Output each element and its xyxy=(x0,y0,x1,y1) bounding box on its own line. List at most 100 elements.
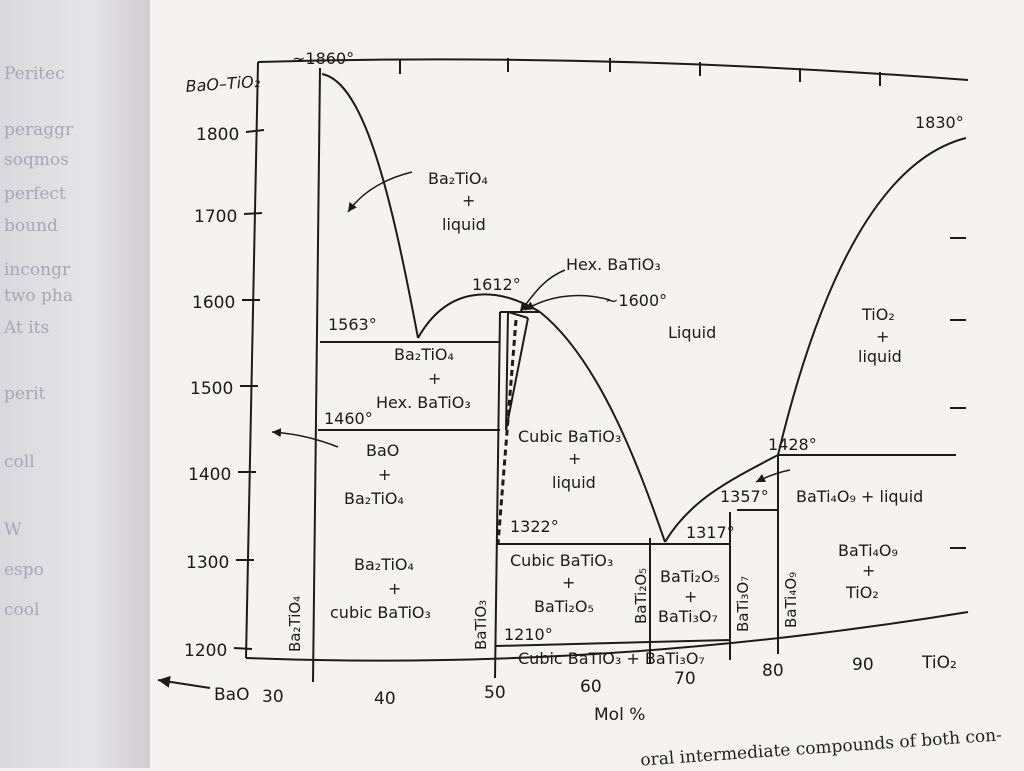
compound-bati4o9: BaTi₄O₉ xyxy=(782,572,800,628)
svg-text:BaTi₂O₅: BaTi₂O₅ xyxy=(534,597,594,616)
svg-text:+: + xyxy=(378,465,391,484)
left-page-fragment: bound xyxy=(4,216,58,236)
arrow-bao xyxy=(157,675,211,689)
y-tick-1300: 1300 xyxy=(186,553,229,573)
region-ba2tio4-liquid: Ba₂TiO₄ + liquid xyxy=(428,169,488,234)
svg-text:liquid: liquid xyxy=(552,473,596,492)
region-bao-ba2tio4: BaO + Ba₂TiO₄ xyxy=(344,441,404,508)
svg-text:+: + xyxy=(462,191,475,210)
region-hex-batio3: Hex. BaTiO₃ xyxy=(566,255,661,274)
left-page-edge: Peritec peraggr soqmos perfect bound inc… xyxy=(0,0,150,768)
ba2tio4-line xyxy=(312,67,321,683)
temp-1317: 1317° xyxy=(686,523,735,542)
liquidus-bati4o9 xyxy=(664,454,779,543)
frame-bottom-line xyxy=(245,611,969,662)
left-page-fragment: Peritec xyxy=(4,64,65,84)
region-cubic-bati3o7: Cubic BaTiO₃ + BaTi₃O₇ xyxy=(518,649,705,668)
left-page-fragment: perit xyxy=(4,384,46,404)
region-ba2tio4-cubic: Ba₂TiO₄ + cubic BaTiO₃ xyxy=(330,555,431,622)
svg-text:BaTi₄O₉: BaTi₄O₉ xyxy=(838,541,898,560)
temp-1428: 1428° xyxy=(768,435,817,454)
svg-text:+: + xyxy=(562,573,575,592)
x-tick-30: 30 xyxy=(262,687,284,707)
left-page-fragment: W xyxy=(4,520,22,540)
top-ticks xyxy=(399,58,881,86)
hex-cubic-wedge xyxy=(500,311,540,431)
y-tick-1400: 1400 xyxy=(188,465,231,485)
y-tick-1500: 1500 xyxy=(190,379,233,399)
batio3-line xyxy=(494,311,501,679)
region-bati2o5-bati3o7: BaTi₂O₅ + BaTi₃O₇ xyxy=(658,567,720,626)
liquidus-ba2tio4 xyxy=(321,73,419,339)
region-liquid: Liquid xyxy=(668,323,716,342)
liquidus-tio2 xyxy=(777,137,967,456)
temp-1612: 1612° xyxy=(472,275,521,294)
temp-1860: ~1860° xyxy=(292,49,354,68)
y-tick-1600: 1600 xyxy=(192,293,235,313)
svg-text:BaTi₃O₇: BaTi₃O₇ xyxy=(658,607,718,626)
svg-text:+: + xyxy=(876,327,889,346)
compound-bati2o5: BaTi₂O₅ xyxy=(632,568,650,624)
hex-cubic-transition-dashed xyxy=(496,319,518,545)
left-page-fragment: two pha xyxy=(4,286,73,306)
temp-1322: 1322° xyxy=(510,517,559,536)
left-page-fragment: At its xyxy=(4,318,50,338)
left-page-fragment: coll xyxy=(4,452,35,472)
region-bati4o9-liquid: BaTi₄O₉ + liquid xyxy=(796,487,923,506)
svg-text:Hex. BaTiO₃: Hex. BaTiO₃ xyxy=(376,393,471,412)
x-tick-80: 80 xyxy=(762,661,784,681)
x-right-end: TiO₂ xyxy=(921,653,957,673)
temp-1210: 1210° xyxy=(504,625,553,644)
liquidus-cubic-batio3 xyxy=(539,311,666,543)
svg-text:TiO₂: TiO₂ xyxy=(845,583,879,602)
y-tick-1800: 1800 xyxy=(196,125,239,145)
svg-text:+: + xyxy=(684,587,697,606)
frame-top-line xyxy=(257,58,969,81)
arrow-ba2tio4-liquid xyxy=(347,171,413,213)
x-tick-40: 40 xyxy=(374,689,396,709)
svg-text:liquid: liquid xyxy=(858,347,902,366)
right-ticks xyxy=(950,237,966,549)
frame-left-axis xyxy=(245,61,259,659)
svg-text:liquid: liquid xyxy=(442,215,486,234)
svg-text:+: + xyxy=(568,449,581,468)
svg-text:cubic BaTiO₃: cubic BaTiO₃ xyxy=(330,603,431,622)
region-tio2-liquid: TiO₂ + liquid xyxy=(858,305,902,366)
x-left-end: BaO xyxy=(214,685,249,705)
region-cubic-bati2o5: Cubic BaTiO₃ + BaTi₂O₅ xyxy=(510,551,613,616)
region-cubic-liquid: Cubic BaTiO₃ + liquid xyxy=(518,427,621,492)
temp-1600: ~1600° xyxy=(605,291,667,310)
left-page-fragment: peraggr xyxy=(4,120,74,140)
y-tick-1700: 1700 xyxy=(194,207,237,227)
arrow-1357 xyxy=(755,469,791,483)
x-tick-60: 60 xyxy=(580,677,602,697)
temp-1830: 1830° xyxy=(915,113,964,132)
svg-text:Ba₂TiO₄: Ba₂TiO₄ xyxy=(428,169,488,188)
compound-batio3: BaTiO₃ xyxy=(472,600,490,650)
left-page-fragment: cool xyxy=(4,600,40,620)
svg-text:Cubic BaTiO₃: Cubic BaTiO₃ xyxy=(518,427,621,446)
svg-text:TiO₂: TiO₂ xyxy=(861,305,895,324)
corner-label: BaO–TiO₂ xyxy=(185,72,261,96)
region-ba2tio4-hex: Ba₂TiO₄ + Hex. BaTiO₃ xyxy=(376,345,471,412)
left-page-fragment: espo xyxy=(4,560,44,580)
x-axis-label: Mol % xyxy=(594,705,645,725)
left-page-fragment: incongr xyxy=(4,260,71,280)
svg-text:Cubic BaTiO₃: Cubic BaTiO₃ xyxy=(510,551,613,570)
arrow-hex-batio3 xyxy=(519,269,566,313)
svg-text:BaO: BaO xyxy=(366,441,399,460)
y-tick-1200: 1200 xyxy=(184,641,227,661)
x-tick-90: 90 xyxy=(852,655,874,675)
svg-text:+: + xyxy=(428,369,441,388)
x-tick-70: 70 xyxy=(674,669,696,689)
y-ticks xyxy=(233,129,265,650)
compound-bati3o7: BaTi₃O₇ xyxy=(734,576,752,632)
isotherm-1210 xyxy=(495,639,731,647)
svg-text:Ba₂TiO₄: Ba₂TiO₄ xyxy=(394,345,454,364)
compound-ba2tio4: Ba₂TiO₄ xyxy=(286,596,304,652)
temp-1563: 1563° xyxy=(328,315,377,334)
temp-1357: 1357° xyxy=(720,487,769,506)
arrow-1600 xyxy=(524,294,611,311)
svg-text:+: + xyxy=(862,561,875,580)
